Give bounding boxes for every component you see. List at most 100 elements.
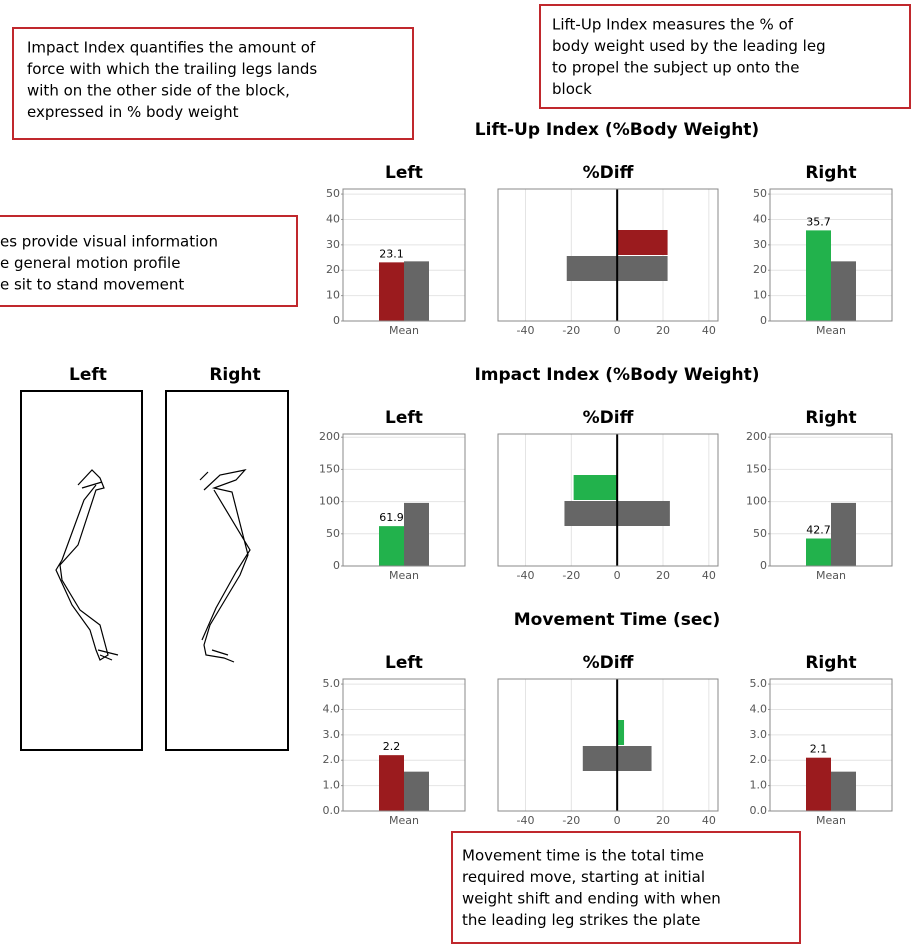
y-tick-label: 10	[753, 289, 767, 302]
annotation-text: es provide visual information	[0, 233, 218, 251]
leg-trace	[55, 469, 119, 661]
bar	[831, 502, 856, 566]
chart: %Diff -40 -20 0 20 40	[497, 653, 719, 827]
y-tick-label: 30	[753, 238, 767, 251]
value-label: 23.1	[379, 247, 404, 260]
y-tick-label: 40	[326, 212, 340, 225]
annotation-text: the leading leg strikes the plate	[462, 911, 701, 929]
chart-title: Left	[385, 653, 423, 673]
annotation-box	[0, 215, 298, 307]
motion-figure: Left Right	[20, 365, 289, 751]
y-tick-label: 20	[326, 263, 340, 276]
chart-title: Left	[385, 408, 423, 428]
x-tick-label: Mean	[389, 569, 419, 582]
x-tick-label: Mean	[816, 569, 846, 582]
annotation-text: expressed in % body weight	[27, 103, 239, 121]
bar	[404, 502, 429, 566]
x-tick-label: 20	[656, 324, 670, 337]
chart-title: Left	[385, 163, 423, 183]
y-tick-label: 0	[760, 559, 767, 572]
y-tick-label: 50	[326, 187, 340, 200]
bar	[806, 230, 831, 321]
annotation-text: required move, starting at initial	[462, 868, 705, 886]
x-tick-label: 0	[614, 569, 621, 582]
plot: -40 -20 0 20 40	[517, 679, 716, 827]
plot: 0 50 100 150 200 Mean 42.7	[746, 430, 892, 582]
bar	[379, 755, 404, 811]
x-tick-label: -40	[517, 324, 535, 337]
chart: Left 0 10 20 30 40 50 Mean 23.1	[326, 163, 466, 337]
y-tick-label: 150	[746, 462, 767, 475]
plot: -40 -20 0 20 40	[517, 189, 716, 337]
x-tick-label: 40	[702, 324, 716, 337]
y-tick-label: 10	[326, 289, 340, 302]
plot-frame	[769, 678, 893, 812]
x-tick-label: 0	[614, 814, 621, 827]
plot: 0.0 1.0 2.0 3.0 4.0 5.0 Mean 2.1	[750, 677, 892, 827]
y-tick-label: 4.0	[323, 702, 341, 715]
annotation-text: Lift-Up Index measures the % of	[552, 16, 794, 34]
x-tick-label: -20	[562, 814, 580, 827]
annotation-text: with on the other side of the block,	[27, 82, 290, 100]
bar	[806, 538, 831, 566]
annotation-text: e sit to stand movement	[0, 276, 184, 294]
x-tick-label: 40	[702, 569, 716, 582]
figure-label: Right	[209, 365, 260, 385]
y-tick-label: 100	[746, 495, 767, 508]
annotation-text: force with which the trailing legs lands	[27, 60, 317, 78]
figure-label: Left	[69, 365, 107, 385]
figure-box	[165, 390, 289, 751]
x-tick-label: 20	[656, 569, 670, 582]
plot-frame	[497, 433, 719, 567]
y-tick-label: 0	[333, 314, 340, 327]
y-tick-label: 100	[319, 495, 340, 508]
x-tick-label: -40	[517, 814, 535, 827]
bar	[379, 526, 404, 566]
bar	[806, 757, 831, 811]
y-tick-label: 30	[326, 238, 340, 251]
value-label: 2.1	[810, 743, 828, 756]
y-tick-label: 20	[753, 263, 767, 276]
chart: %Diff -40 -20 0 20 40	[497, 408, 719, 582]
y-tick-label: 3.0	[323, 728, 341, 741]
leg-trace	[199, 469, 251, 663]
y-tick-label: 2.0	[750, 753, 768, 766]
plot-frame	[342, 188, 466, 322]
y-tick-label: 50	[753, 527, 767, 540]
y-tick-label: 3.0	[750, 728, 768, 741]
bar	[404, 771, 429, 811]
chart: Right 0 10 20 30 40 50 Mean 35.7	[753, 163, 893, 337]
plot-frame	[769, 433, 893, 567]
bar	[831, 261, 856, 321]
annotation-box	[451, 831, 801, 944]
annotation-text: weight shift and ending with when	[462, 890, 721, 908]
y-tick-label: 40	[753, 212, 767, 225]
annotation-text: body weight used by the leading leg	[552, 37, 826, 55]
y-tick-label: 1.0	[750, 779, 768, 792]
chart: Right 0 50 100 150 200 Mean 42.7	[746, 408, 893, 582]
bar	[831, 771, 856, 811]
x-tick-label: -40	[517, 569, 535, 582]
x-tick-label: -20	[562, 324, 580, 337]
y-tick-label: 150	[319, 462, 340, 475]
plot: 0.0 1.0 2.0 3.0 4.0 5.0 Mean 2.2	[323, 677, 465, 827]
annotation-text: block	[552, 80, 592, 98]
plot: 0 50 100 150 200 Mean 61.9	[319, 430, 465, 582]
bar	[573, 475, 618, 500]
y-tick-label: 5.0	[750, 677, 768, 690]
x-tick-label: 40	[702, 814, 716, 827]
bar	[379, 262, 404, 321]
annotation-text: to propel the subject up onto the	[552, 59, 800, 77]
value-label: 42.7	[806, 524, 831, 537]
chart: Left 0 50 100 150 200 Mean 61.9	[319, 408, 466, 582]
bar	[617, 720, 625, 745]
plot-frame	[497, 678, 719, 812]
chart-title: %Diff	[583, 653, 634, 673]
value-label: 2.2	[383, 740, 401, 753]
y-tick-label: 0.0	[750, 804, 768, 817]
plot: 0 10 20 30 40 50 Mean 23.1	[326, 187, 465, 337]
y-tick-label: 2.0	[323, 753, 341, 766]
x-tick-label: Mean	[389, 324, 419, 337]
plot: 0 10 20 30 40 50 Mean 35.7	[753, 187, 892, 337]
x-tick-label: 0	[614, 324, 621, 337]
